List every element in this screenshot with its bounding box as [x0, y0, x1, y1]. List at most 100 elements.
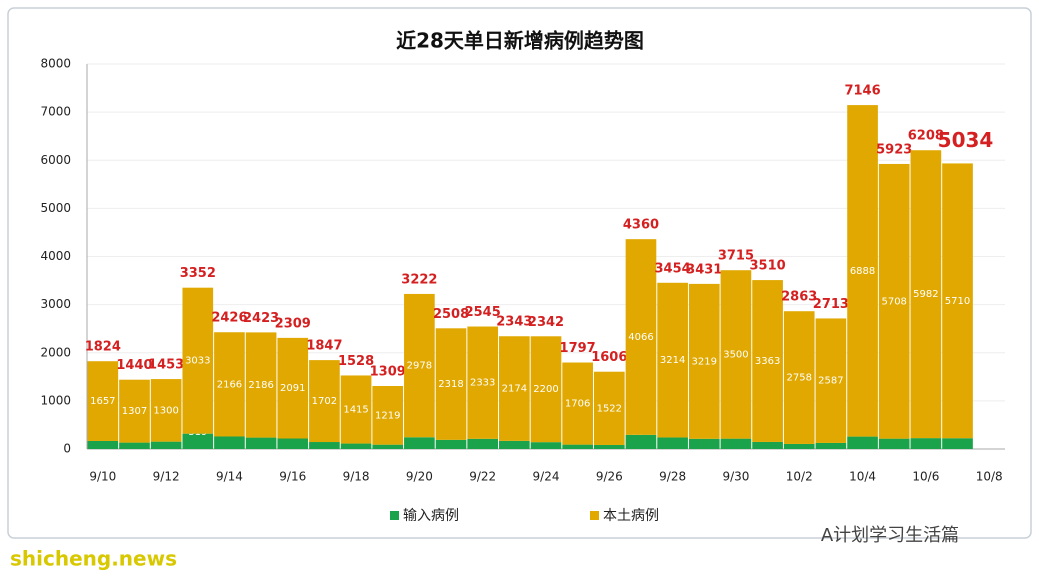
y-tick-label: 3000 — [40, 297, 71, 311]
x-tick-label: 9/24 — [533, 470, 560, 484]
bar-segment — [340, 443, 372, 449]
data-label: 3219 — [692, 356, 717, 367]
bar-segment — [562, 362, 593, 445]
y-tick-label: 1000 — [40, 393, 71, 407]
total-label: 1847 — [306, 339, 342, 354]
bar-segment — [404, 293, 435, 438]
data-label: 5982 — [913, 289, 938, 300]
data-label: 2174 — [502, 384, 527, 395]
bar-segment — [657, 282, 688, 438]
data-label: 1657 — [90, 396, 115, 407]
data-label: 2333 — [470, 378, 495, 389]
bar-segment — [910, 438, 942, 449]
data-label: 1307 — [122, 406, 147, 417]
data-label: 5708 — [881, 296, 906, 307]
bar-segment — [783, 443, 815, 449]
bar-segment — [119, 379, 150, 443]
bar-segment — [182, 433, 214, 449]
total-label: 3431 — [686, 262, 722, 277]
total-label: 7146 — [844, 84, 880, 99]
legend-label: 输入病例 — [403, 508, 459, 524]
total-label: 2863 — [781, 290, 817, 305]
bar-segment — [214, 436, 245, 449]
data-label: 2091 — [280, 383, 305, 394]
total-label: 3510 — [749, 259, 785, 274]
bar-segment — [372, 386, 404, 445]
total-label: 3352 — [180, 266, 216, 281]
bar-segment — [309, 442, 340, 449]
bar-segment — [562, 444, 593, 449]
bar-segment — [688, 283, 720, 439]
bar-segment — [910, 150, 942, 439]
bar-segment — [942, 438, 973, 449]
y-tick-label: 8000 — [40, 57, 71, 71]
x-tick-label: 10/4 — [849, 470, 876, 484]
x-tick-label: 9/26 — [596, 470, 623, 484]
data-label: 3500 — [723, 349, 748, 360]
y-tick-label: 6000 — [40, 153, 71, 167]
data-label: 3363 — [755, 356, 780, 367]
x-tick-label: 9/18 — [343, 470, 370, 484]
total-label: 1824 — [85, 340, 121, 355]
total-label: 1528 — [338, 354, 374, 369]
bar-segment — [942, 163, 973, 439]
total-label: 4360 — [623, 218, 659, 233]
bar-segment — [499, 336, 530, 441]
bar-segment — [467, 326, 499, 439]
bar-segment — [688, 438, 720, 449]
bar-segment — [245, 332, 277, 438]
bar-segment — [119, 442, 150, 449]
bar-segment — [878, 438, 910, 449]
bar-segment — [815, 318, 847, 443]
bar-segment — [530, 336, 562, 443]
bar-segment — [404, 437, 435, 449]
total-label: 2426 — [211, 311, 247, 326]
bar-segment — [878, 163, 910, 439]
x-tick-label: 10/6 — [912, 470, 939, 484]
x-tick-label: 9/12 — [153, 470, 180, 484]
bar-segment — [182, 287, 214, 434]
total-label: 3715 — [718, 249, 754, 264]
bar-segment — [245, 437, 277, 449]
total-label: 2713 — [813, 297, 849, 312]
bar-segment — [277, 438, 309, 449]
data-label: 1522 — [597, 403, 622, 414]
total-label: 3454 — [655, 261, 691, 276]
bar-segment — [593, 444, 625, 449]
bar-segment — [340, 375, 372, 444]
legend-label: 本土病例 — [603, 508, 659, 524]
total-label: 2545 — [465, 305, 501, 320]
legend-swatch — [390, 511, 399, 520]
y-tick-label: 0 — [63, 442, 71, 456]
x-tick-label: 9/16 — [279, 470, 306, 484]
bar-segment — [752, 280, 783, 442]
bar-segment — [720, 270, 752, 439]
bar-segment — [847, 105, 878, 437]
data-label: 2186 — [248, 380, 273, 391]
x-tick-label: 9/30 — [722, 470, 749, 484]
bar-segment — [752, 441, 783, 449]
bar-segment — [815, 442, 847, 449]
data-label: 6888 — [850, 266, 875, 277]
total-label: 1440 — [116, 358, 152, 373]
bar-segment — [150, 441, 182, 449]
total-label: 2342 — [528, 315, 564, 330]
total-label: 6208 — [908, 129, 944, 144]
x-tick-label: 9/10 — [89, 470, 116, 484]
total-label: 1606 — [591, 350, 627, 365]
y-tick-label: 4000 — [40, 249, 71, 263]
total-label: 5923 — [876, 142, 912, 157]
bar-segment — [720, 438, 752, 449]
data-label: 1415 — [343, 405, 368, 416]
bar-segment — [435, 439, 467, 449]
bar-segment — [657, 437, 688, 449]
legend-swatch — [590, 511, 599, 520]
x-tick-label: 9/22 — [469, 470, 496, 484]
bar-segment — [593, 371, 625, 445]
data-label: 5710 — [945, 296, 970, 307]
x-tick-label: 9/28 — [659, 470, 686, 484]
total-label: 2309 — [275, 316, 311, 331]
bar-segment — [150, 379, 182, 442]
data-label: 3033 — [185, 356, 210, 367]
total-label: 2508 — [433, 307, 469, 322]
